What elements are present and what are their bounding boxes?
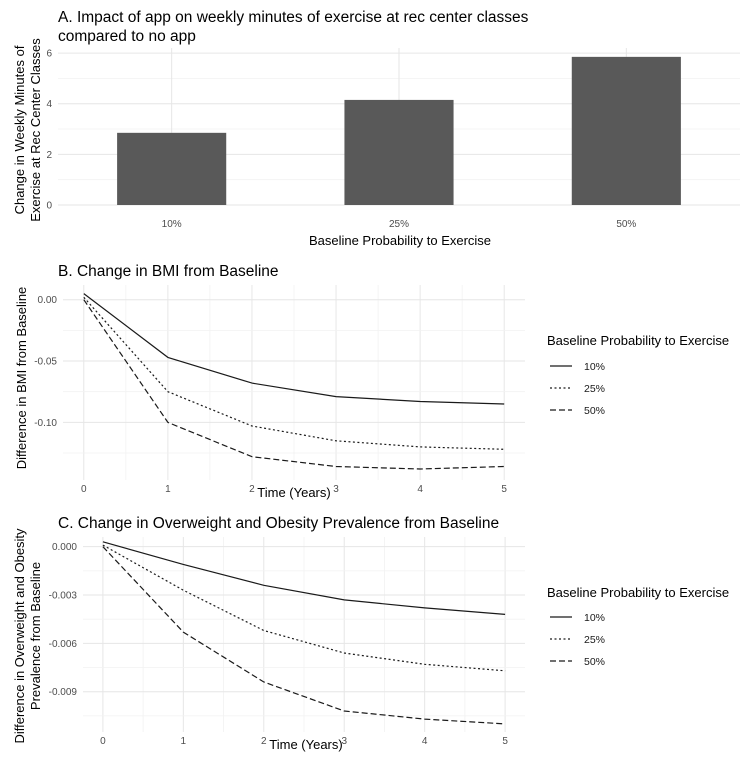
y-tick-label: 0.000 bbox=[52, 542, 77, 553]
panel-c: C. Change in Overweight and Obesity Prev… bbox=[12, 515, 729, 752]
y-tick-label: -0.003 bbox=[49, 591, 78, 602]
panel-c-x-ticks: 0 1 2 3 4 5 bbox=[100, 736, 508, 747]
y-tick-label: 4 bbox=[46, 99, 52, 110]
panel-c-legend: Baseline Probability to Exercise 10% 25% 5… bbox=[547, 585, 729, 668]
panel-c-title: C. Change in Overweight and Obesity Prev… bbox=[58, 515, 499, 532]
legend-label: 50% bbox=[584, 656, 605, 668]
series-line-50pct bbox=[102, 546, 506, 725]
x-tick-label: 1 bbox=[181, 736, 187, 747]
x-tick-label: 25% bbox=[389, 219, 409, 230]
series-line-10pct bbox=[83, 293, 505, 405]
legend-label: 50% bbox=[584, 405, 605, 417]
panel-c-y-ticks: 0.000 -0.003 -0.006 -0.009 bbox=[49, 542, 78, 698]
x-tick-label: 4 bbox=[417, 484, 423, 495]
panel-c-legend-title: Baseline Probability to Exercise bbox=[547, 585, 729, 600]
x-tick-label: 3 bbox=[341, 736, 347, 747]
panel-a-y-axis-title-line2: Exercise at Rec Center Classes bbox=[28, 38, 43, 222]
y-tick-label: -0.006 bbox=[49, 639, 78, 650]
series-line-25pct bbox=[102, 544, 506, 672]
y-tick-label: -0.10 bbox=[34, 418, 57, 429]
panel-b: B. Change in BMI from Baseline 0.00 -0.05… bbox=[14, 263, 729, 500]
bar bbox=[117, 132, 227, 205]
legend-label: 10% bbox=[584, 361, 605, 373]
panel-a-x-ticks: 10% 25% 50% bbox=[162, 219, 637, 230]
series-line-25pct bbox=[83, 296, 505, 450]
x-tick-label: 5 bbox=[501, 484, 507, 495]
panel-c-y-axis-title-line2: Prevalence from Baseline bbox=[28, 562, 43, 710]
x-tick-label: 1 bbox=[165, 484, 171, 495]
legend-label: 25% bbox=[584, 383, 605, 395]
bar bbox=[344, 99, 454, 205]
x-tick-label: 4 bbox=[422, 736, 428, 747]
panel-a-bars bbox=[117, 56, 681, 206]
panel-b-x-axis-title: Time (Years) bbox=[257, 485, 330, 500]
panel-c-grid bbox=[83, 537, 525, 732]
y-tick-label: -0.05 bbox=[34, 357, 57, 368]
panel-b-legend-title: Baseline Probability to Exercise bbox=[547, 333, 729, 348]
x-tick-label: 3 bbox=[333, 484, 339, 495]
x-tick-label: 50% bbox=[616, 219, 636, 230]
x-tick-label: 2 bbox=[249, 484, 255, 495]
panel-a-y-ticks: 0 2 4 6 bbox=[46, 49, 52, 212]
x-tick-label: 0 bbox=[81, 484, 87, 495]
series-line-50pct bbox=[83, 299, 505, 470]
panel-b-x-ticks: 0 1 2 3 4 5 bbox=[81, 484, 507, 495]
x-tick-label: 0 bbox=[100, 736, 106, 747]
panel-c-x-axis-title: Time (Years) bbox=[269, 737, 342, 752]
y-tick-label: 2 bbox=[46, 150, 52, 161]
x-tick-label: 10% bbox=[162, 219, 182, 230]
legend-label: 10% bbox=[584, 612, 605, 624]
panel-c-lines bbox=[102, 541, 506, 725]
panel-a-y-axis-title-line1: Change in Weekly Minutes of bbox=[12, 45, 27, 214]
x-tick-label: 2 bbox=[261, 736, 267, 747]
y-tick-label: 0 bbox=[46, 201, 52, 212]
panel-b-title: B. Change in BMI from Baseline bbox=[58, 263, 279, 280]
panel-b-y-axis-title: Difference in BMI from Baseline bbox=[14, 287, 29, 470]
panel-b-legend: Baseline Probability to Exercise 10% 25% 5… bbox=[547, 333, 729, 417]
y-tick-label: 6 bbox=[46, 49, 52, 60]
panel-b-y-ticks: 0.00 -0.05 -0.10 bbox=[34, 295, 57, 429]
series-line-10pct bbox=[102, 541, 506, 615]
legend-label: 25% bbox=[584, 634, 605, 646]
bar bbox=[571, 56, 681, 206]
panel-b-lines bbox=[83, 293, 505, 470]
panel-a-title-line1: A. Impact of app on weekly minutes of ex… bbox=[58, 9, 529, 26]
panel-b-grid bbox=[63, 285, 525, 480]
panel-a-x-axis-title: Baseline Probability to Exercise bbox=[309, 233, 491, 248]
panel-a: A. Impact of app on weekly minutes of ex… bbox=[12, 9, 740, 248]
x-tick-label: 5 bbox=[502, 736, 508, 747]
y-tick-label: 0.00 bbox=[38, 295, 58, 306]
y-tick-label: -0.009 bbox=[49, 687, 78, 698]
panel-a-title-line2: compared to no app bbox=[58, 28, 196, 45]
panel-c-y-axis-title-line1: Difference in Overweight and Obesity bbox=[12, 528, 27, 744]
